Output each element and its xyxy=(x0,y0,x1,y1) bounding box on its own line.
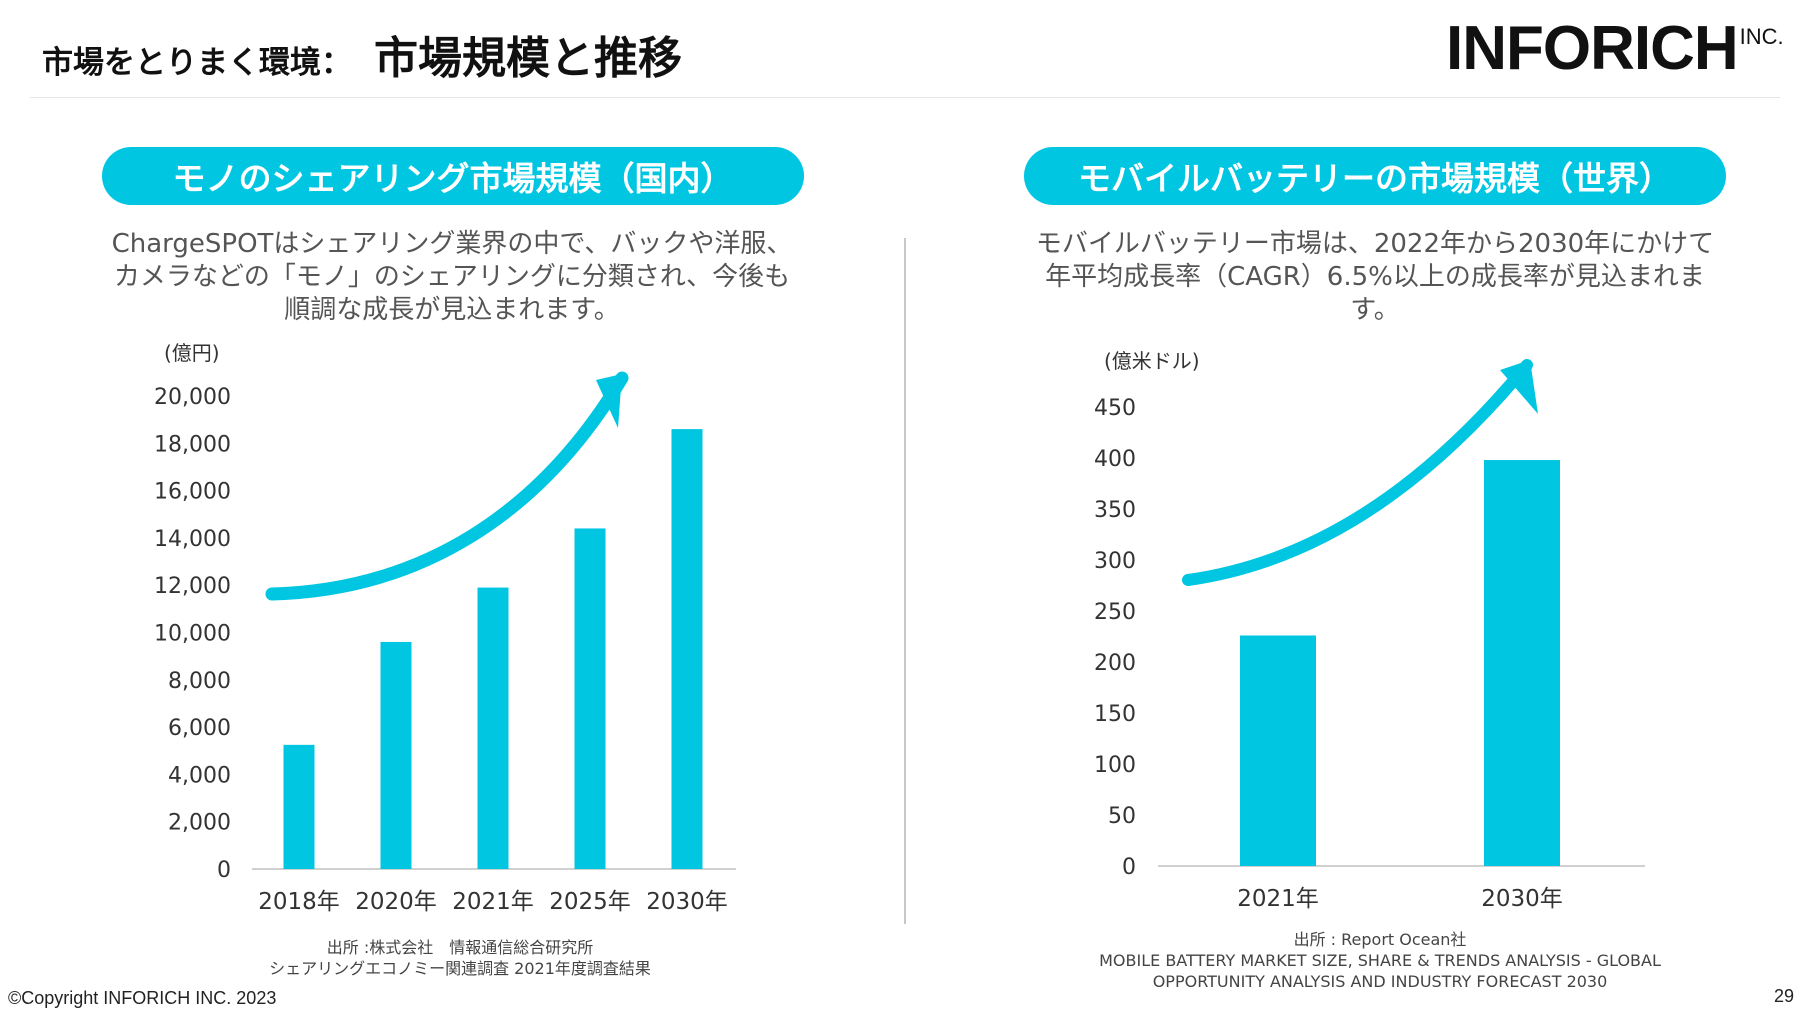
bar xyxy=(671,429,703,869)
left-desc-line-1: ChargeSPOTはシェアリング業界の中で、バックや洋服、 xyxy=(111,229,793,259)
y-tick-label: 10,000 xyxy=(154,622,231,647)
logo-wordmark: INFORICH xyxy=(1446,14,1739,83)
right-source-line-2: MOBILE BATTERY MARKET SIZE, SHARE & TREN… xyxy=(1099,951,1661,970)
x-category-label: 2018年 xyxy=(258,889,340,915)
page-number: 29 xyxy=(1774,986,1795,1006)
y-tick-label: 2,000 xyxy=(168,811,231,836)
y-tick-label: 400 xyxy=(1094,447,1136,472)
left-source-line-1: 出所 :株式会社 情報通信総合研究所 xyxy=(326,938,594,957)
right-desc-line-3: す。 xyxy=(1350,295,1400,325)
y-tick-label: 8,000 xyxy=(168,669,231,694)
x-category-label: 2021年 xyxy=(452,889,534,915)
x-category-label: 2025年 xyxy=(549,889,631,915)
x-category-label: 2020年 xyxy=(355,889,437,915)
y-tick-label: 100 xyxy=(1094,753,1136,778)
bar xyxy=(1240,635,1316,866)
header-divider xyxy=(30,97,1780,98)
growth-arrow xyxy=(265,371,629,601)
left-unit-label: (億円) xyxy=(164,341,220,365)
title-main: 市場規模と推移 xyxy=(374,33,682,84)
right-description: モバイルバッテリー市場は、2022年から2030年にかけて 年平均成長率（CAG… xyxy=(975,228,1775,327)
left-source-line-2: シェアリングエコノミー関連調査 2021年度調査結果 xyxy=(269,959,651,978)
company-logo: INFORICH INC. xyxy=(1446,14,1784,84)
y-tick-label: 0 xyxy=(217,858,231,883)
panel-divider xyxy=(904,238,906,924)
y-tick-label: 18,000 xyxy=(154,432,231,457)
y-tick-label: 450 xyxy=(1094,396,1136,421)
left-desc-line-2: カメラなどの「モノ」のシェアリングに分類され、今後も xyxy=(113,262,791,292)
bar xyxy=(477,587,509,869)
left-description: ChargeSPOTはシェアリング業界の中で、バックや洋服、 カメラなどの「モノ… xyxy=(52,228,852,327)
left-desc-line-3: 順調な成長が見込まれます。 xyxy=(284,295,620,325)
right-source-line-3: OPPORTUNITY ANALYSIS AND INDUSTRY FORECA… xyxy=(1152,972,1608,991)
y-tick-label: 200 xyxy=(1094,651,1136,676)
y-tick-label: 20,000 xyxy=(154,385,231,410)
bar xyxy=(283,744,315,869)
right-unit-label: (億米ドル) xyxy=(1104,349,1200,373)
logo-suffix: INC. xyxy=(1739,24,1784,49)
y-tick-label: 4,000 xyxy=(168,763,231,788)
y-tick-label: 0 xyxy=(1122,855,1136,880)
growth-arrowhead xyxy=(1500,360,1538,414)
right-section-heading: モバイルバッテリーの市場規模（世界） xyxy=(1024,147,1726,205)
growth-arrowhead xyxy=(596,374,622,428)
bar xyxy=(1484,460,1560,866)
y-tick-label: 12,000 xyxy=(154,574,231,599)
y-tick-label: 350 xyxy=(1094,498,1136,523)
left-section-heading: モノのシェアリング市場規模（国内） xyxy=(102,147,804,205)
slide-title: 市場をとりまく環境： 市場規模と推移 xyxy=(42,22,682,86)
y-tick-label: 300 xyxy=(1094,549,1136,574)
right-desc-line-1: モバイルバッテリー市場は、2022年から2030年にかけて xyxy=(1035,229,1715,259)
growth-arrow xyxy=(1182,359,1533,586)
title-prefix: 市場をとりまく環境： xyxy=(42,45,352,81)
y-tick-label: 250 xyxy=(1094,600,1136,625)
y-tick-label: 6,000 xyxy=(168,716,231,741)
x-category-label: 2021年 xyxy=(1237,886,1319,912)
x-category-label: 2030年 xyxy=(1481,886,1563,912)
right-source: 出所 : Report Ocean社 MOBILE BATTERY MARKET… xyxy=(1050,929,1710,992)
y-tick-label: 16,000 xyxy=(154,480,231,505)
bar xyxy=(380,641,412,869)
y-tick-label: 150 xyxy=(1094,702,1136,727)
y-tick-label: 50 xyxy=(1108,804,1136,829)
copyright-notice: ©Copyright INFORICH INC. 2023 xyxy=(8,988,277,1008)
right-desc-line-2: 年平均成長率（CAGR）6.5%以上の成長率が見込まれま xyxy=(1045,262,1705,292)
y-tick-label: 14,000 xyxy=(154,527,231,552)
x-category-label: 2030年 xyxy=(646,889,728,915)
right-source-line-1: 出所 : Report Ocean社 xyxy=(1293,930,1467,949)
bar xyxy=(574,528,606,869)
left-source: 出所 :株式会社 情報通信総合研究所 シェアリングエコノミー関連調査 2021年… xyxy=(180,937,740,979)
